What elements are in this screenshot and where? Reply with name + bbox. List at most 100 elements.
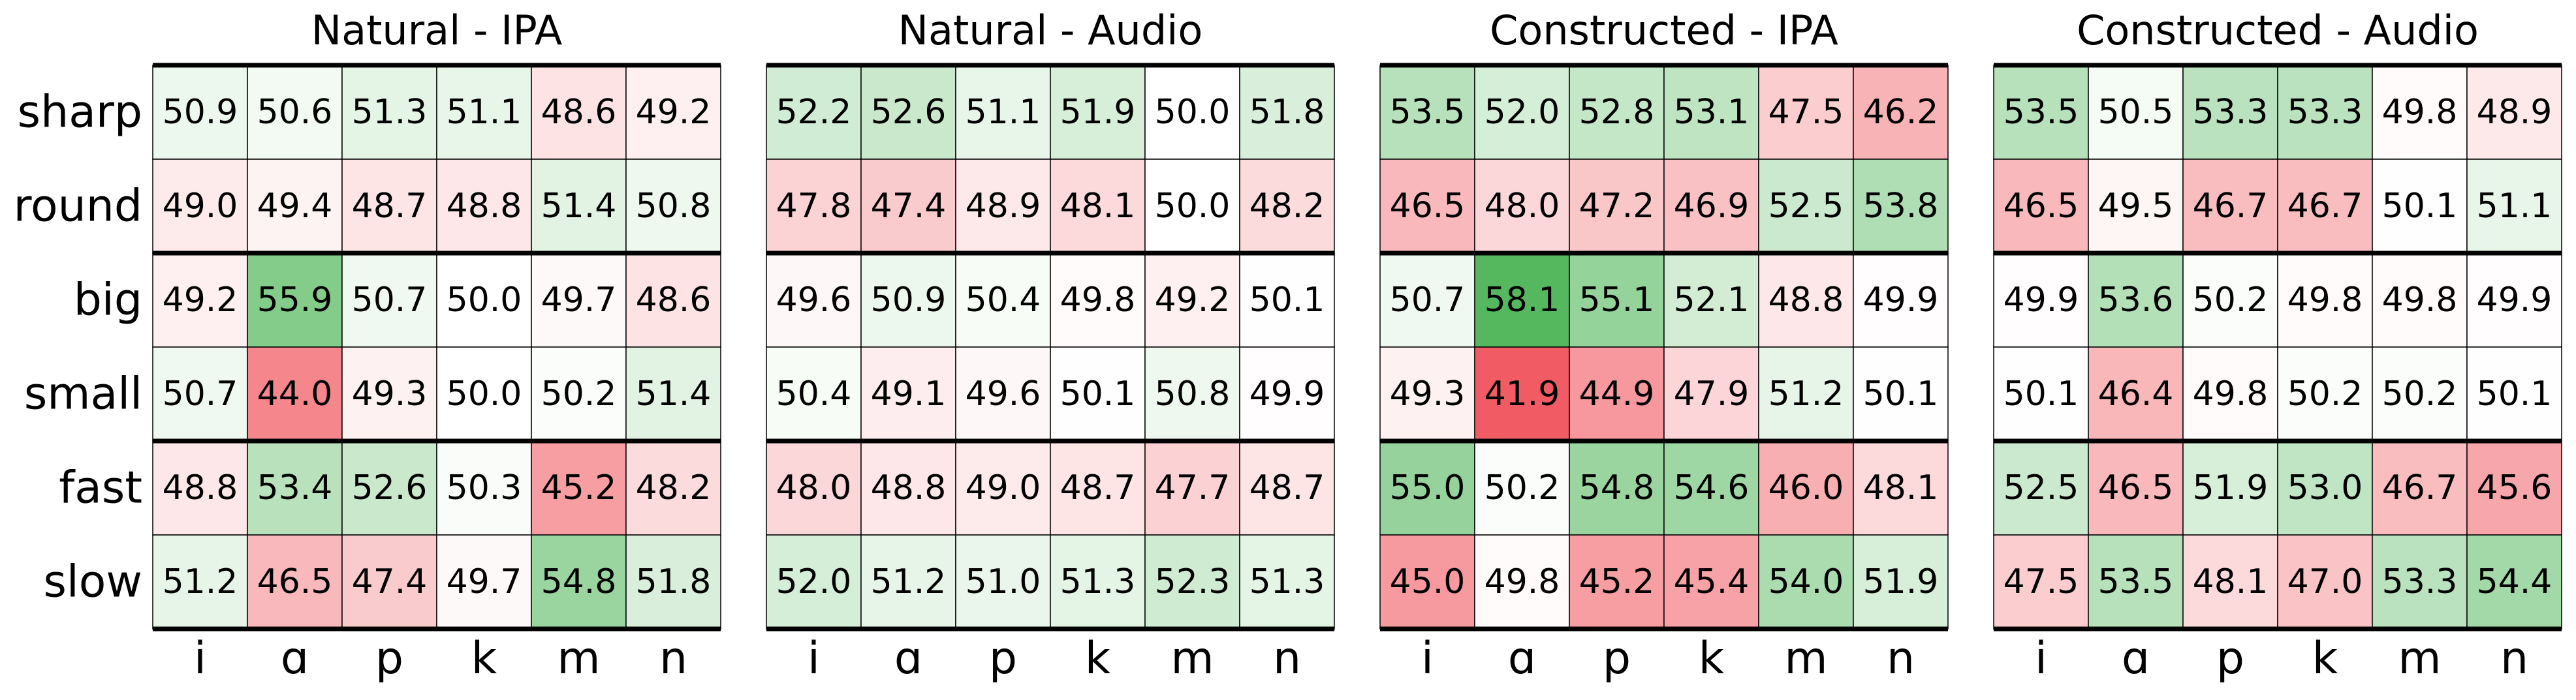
cell-value: 50.1	[1863, 374, 1939, 414]
heatmap-cell	[1474, 252, 1570, 348]
heatmap-cell	[2372, 346, 2468, 442]
heatmap-cell	[1993, 159, 2089, 254]
heatmap-cell	[955, 440, 1051, 536]
heatmap-cell	[1853, 440, 1949, 536]
cell-value: 49.8	[2382, 93, 2458, 132]
cell-value: 53.5	[1390, 93, 1466, 132]
heatmap-cell	[2088, 346, 2184, 442]
cell-value: 50.1	[2003, 374, 2079, 414]
heatmap-cell	[2088, 65, 2184, 160]
heatmap-panel-2: Natural - Audio 52.2 52.6 51.1 51.9 50.0 51.8 4…	[766, 7, 1335, 684]
cell-value: 50.2	[2382, 374, 2458, 414]
heatmap-cell	[1663, 252, 1759, 348]
cell-value: 51.1	[2477, 187, 2552, 226]
cell-value: 48.2	[1249, 187, 1325, 226]
heatmap-cell	[152, 65, 248, 160]
cell-value: 49.4	[257, 187, 333, 226]
heatmap-cell	[1379, 346, 1475, 442]
heatmap-cell	[1758, 346, 1854, 442]
cell-value: 50.0	[447, 281, 522, 320]
cell-value: 49.6	[966, 374, 1041, 414]
cell-value: 55.0	[1390, 468, 1466, 508]
column-label: n	[1887, 633, 1915, 684]
cell-value: 53.4	[257, 468, 333, 508]
heatmap-cell	[1853, 159, 1949, 254]
heatmap-cell	[1379, 65, 1475, 160]
cell-value: 50.2	[541, 374, 617, 414]
heatmap-cell	[2088, 159, 2184, 254]
column-label: i	[2035, 633, 2047, 684]
cell-value: 49.5	[2098, 187, 2174, 226]
heatmap-cell	[531, 440, 627, 536]
heatmap-cell	[1993, 534, 2089, 630]
cell-value: 46.7	[2287, 187, 2363, 226]
heatmap-cell	[2277, 534, 2373, 630]
heatmap-cell	[1569, 65, 1665, 160]
heatmap-cell	[1758, 534, 1854, 630]
cell-value: 47.5	[2003, 562, 2079, 601]
row-label-small: small	[24, 369, 142, 420]
cell-value: 52.3	[1155, 562, 1231, 601]
column-label: i	[808, 633, 820, 684]
heatmap-cell	[152, 346, 248, 442]
heatmap-cell	[860, 159, 956, 254]
column-label: k	[471, 633, 497, 684]
heatmap-cell	[1758, 65, 1854, 160]
cell-value: 45.2	[541, 468, 617, 508]
cell-value: 54.8	[1579, 468, 1655, 508]
cell-value: 45.4	[1674, 562, 1750, 601]
column-label: k	[2312, 633, 2338, 684]
heatmap-cell	[625, 65, 721, 160]
heatmap-cell	[1758, 440, 1854, 536]
column-label: m	[1784, 633, 1827, 684]
column-label: p	[989, 633, 1017, 684]
column-label: ɑ	[2122, 633, 2150, 684]
cell-value: 47.4	[871, 187, 947, 226]
column-label: m	[2398, 633, 2441, 684]
cell-value: 52.8	[1579, 93, 1655, 132]
heatmap-cell	[625, 440, 721, 536]
heatmap-cell	[341, 346, 437, 442]
heatmap-cell	[1853, 534, 1949, 630]
heatmap-cell	[1853, 346, 1949, 442]
heatmap-cell	[1474, 65, 1570, 160]
heatmap-cell	[1569, 534, 1665, 630]
row-label-sharp: sharp	[18, 87, 142, 138]
heatmap-cell	[436, 65, 532, 160]
cell-value: 50.1	[2477, 374, 2552, 414]
heatmap-cell	[1569, 346, 1665, 442]
heatmap-cell	[1144, 440, 1240, 536]
heatmap-cell	[152, 440, 248, 536]
cell-value: 50.0	[1155, 187, 1231, 226]
heatmap-cell	[2277, 65, 2373, 160]
cell-value: 51.9	[1060, 93, 1136, 132]
cell-value: 52.0	[1484, 93, 1560, 132]
heatmap-cell	[152, 252, 248, 348]
heatmap-cell	[1993, 346, 2089, 442]
cell-value: 47.2	[1579, 187, 1655, 226]
cell-value: 51.1	[447, 93, 522, 132]
column-label: k	[1085, 633, 1111, 684]
heatmap-cell	[1144, 65, 1240, 160]
cell-value: 51.9	[1863, 562, 1939, 601]
cell-value: 50.8	[636, 187, 712, 226]
panel-title: Natural - Audio	[898, 7, 1203, 54]
cell-value: 49.8	[2287, 281, 2363, 320]
cell-value: 51.4	[636, 374, 712, 414]
heatmap-cell	[1239, 440, 1335, 536]
cell-value: 52.1	[1674, 281, 1750, 320]
heatmap-cell	[1050, 159, 1146, 254]
cell-value: 46.5	[2003, 187, 2079, 226]
cell-value: 55.9	[257, 281, 333, 320]
cell-value: 48.9	[2477, 93, 2552, 132]
heatmap-cell	[1758, 252, 1854, 348]
heatmap-cell	[1144, 534, 1240, 630]
cell-value: 48.6	[636, 281, 712, 320]
heatmap-cell	[766, 159, 862, 254]
cell-value: 50.7	[352, 281, 428, 320]
cell-value: 51.1	[966, 93, 1041, 132]
cell-value: 51.9	[2193, 468, 2269, 508]
heatmap-cell	[1993, 252, 2089, 348]
heatmap-cell	[341, 440, 437, 536]
cell-value: 53.3	[2382, 562, 2458, 601]
